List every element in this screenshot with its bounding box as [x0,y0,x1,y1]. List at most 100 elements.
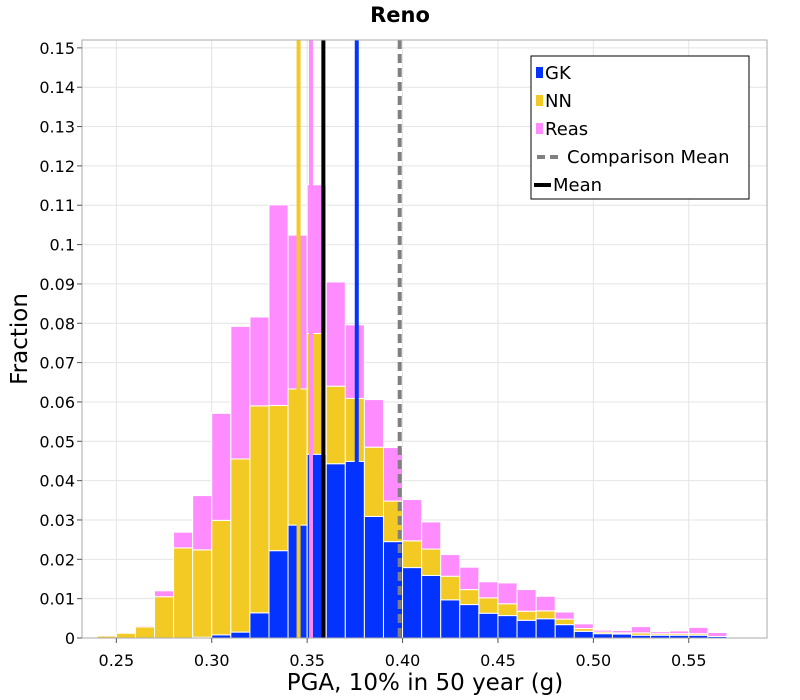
legend-label: NN [545,91,572,112]
legend-label: Comparison Mean [567,147,730,168]
legend-box [530,55,750,200]
bar-gk [440,599,461,639]
bar-reas [535,595,556,612]
bar-reas [478,581,499,599]
bar-gk [402,567,423,639]
bar-reas [688,626,709,635]
bar-nn [325,385,346,465]
y-tick-label: 0.09 [39,275,75,294]
bar-reas [249,316,270,407]
x-tick-label: 0.50 [576,651,612,670]
y-tick-label: 0.07 [39,354,75,373]
bar-nn [363,446,384,517]
legend-swatch [536,123,543,134]
bar-nn [535,610,556,620]
y-tick-label: 0.15 [39,39,75,58]
x-tick-label: 0.35 [289,651,325,670]
bar-reas [211,412,232,521]
legend-label: Reas [545,119,588,140]
bar-reas [134,625,156,628]
x-tick-label: 0.40 [385,651,421,670]
y-tick-label: 0.13 [39,118,75,137]
bar-gk [230,631,251,639]
bar-nn [268,404,289,552]
x-axis-ticks: 0.25 0.30 0.35 0.40 0.45 0.50 0.55 [99,638,707,670]
legend: GK NN Reas Comparison Mean Mean [530,55,750,200]
bar-reas [611,630,633,634]
bar-nn [497,603,518,617]
y-tick-label: 0.12 [39,157,75,176]
bar-gk [497,615,518,639]
bar-gk [363,515,384,639]
bar-reas [440,554,461,577]
bar-gk [268,550,289,639]
x-tick-label: 0.30 [194,651,230,670]
bar-nn [230,458,251,633]
y-tick-label: 0.01 [39,590,75,609]
bar-nn [402,540,423,569]
bar-nn [211,519,232,636]
plot-area-frame [81,39,768,639]
bar-nn [134,626,156,639]
bars [96,184,747,639]
legend-swatch [536,95,543,106]
y-tick-label: 0.08 [39,314,75,333]
bar-nn [459,589,480,606]
y-axis-label: Fraction [7,293,33,385]
bar-reas [421,521,442,550]
y-tick-label: 0.06 [39,393,75,412]
bar-nn [115,632,136,639]
bar-nn [192,549,213,638]
bar-reas [631,626,652,634]
bar-reas [573,623,594,630]
bar-reas [669,630,690,635]
bar-gk [516,619,537,639]
bar-gk [325,463,346,639]
bar-reas [192,495,213,551]
y-tick-label: 0.02 [39,550,75,569]
y-tick-label: 0.1 [50,236,75,255]
legend-swatch [536,67,543,78]
y-tick-label: 0 [65,629,75,648]
bar-reas [402,499,423,542]
bar-gk [554,624,575,639]
bar-reas [650,631,671,635]
bar-nn [173,547,194,639]
legend-label: Mean [553,175,602,196]
bar-nn [440,575,461,601]
bar-gk [459,604,480,639]
bar-reas [459,566,480,591]
x-tick-label: 0.25 [99,651,135,670]
bar-reas [325,281,346,387]
chart-title: Reno [370,3,430,27]
bar-nn [516,610,537,621]
bar-nn [154,596,175,639]
bar-gk [478,612,499,639]
y-tick-label: 0.05 [39,432,75,451]
legend-label: GK [545,63,572,84]
bar-reas [230,325,251,460]
bar-reas [592,629,613,633]
x-axis-label: PGA, 10% in 50 year (g) [287,670,564,696]
y-axis-ticks: 0 0.01 0.02 0.03 0.04 0.05 0.06 0.07 0.08 0.09 0.1… [39,39,82,648]
bar-reas [497,582,518,605]
bar-reas [363,399,384,448]
bar-nn [249,405,270,614]
bar-gk [611,633,633,639]
bar-gk [535,618,556,639]
bar-nn [421,548,442,576]
bar-reas [554,611,575,620]
y-tick-label: 0.14 [39,78,75,97]
bar-reas [707,631,728,637]
bar-nn [554,618,575,626]
mean-lines [296,40,402,638]
x-tick-label: 0.45 [480,651,516,670]
bar-gk [249,612,270,639]
bar-reas [154,590,175,598]
bar-nn [478,597,499,614]
bar-reas [516,589,537,612]
bar-reas [173,531,194,549]
y-tick-label: 0.03 [39,511,75,530]
bar-gk [421,574,442,639]
